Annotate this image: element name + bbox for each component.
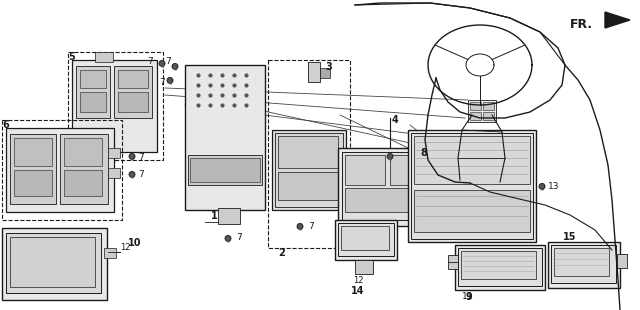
Bar — [114, 66, 152, 118]
Bar — [548, 242, 620, 288]
Polygon shape — [172, 64, 178, 69]
Polygon shape — [605, 12, 630, 28]
Bar — [617, 254, 627, 268]
Bar — [10, 134, 56, 204]
Bar — [2, 120, 122, 220]
Bar — [6, 128, 114, 212]
Bar — [60, 134, 108, 204]
Polygon shape — [387, 153, 393, 159]
Text: 5: 5 — [68, 52, 75, 62]
Bar — [483, 102, 494, 110]
Bar — [345, 188, 430, 212]
Bar — [118, 92, 148, 112]
Bar — [320, 68, 330, 78]
Bar — [414, 136, 530, 184]
Bar — [278, 136, 338, 168]
Bar — [64, 138, 102, 166]
Bar — [338, 223, 394, 256]
Bar — [185, 65, 265, 210]
Bar — [468, 100, 496, 122]
Bar — [448, 255, 458, 269]
Bar — [390, 155, 430, 185]
Bar — [470, 102, 481, 110]
Bar — [345, 155, 385, 185]
Polygon shape — [540, 184, 545, 189]
Bar — [14, 138, 52, 166]
Text: 1: 1 — [211, 211, 218, 221]
Text: 4: 4 — [392, 115, 399, 125]
Bar — [118, 70, 148, 88]
Bar — [80, 70, 106, 88]
Bar — [551, 245, 616, 283]
Bar — [411, 133, 533, 239]
Bar — [338, 148, 438, 226]
Bar — [342, 152, 434, 220]
Bar — [275, 133, 343, 207]
Bar — [72, 60, 157, 152]
Bar — [272, 130, 346, 210]
Bar — [108, 148, 120, 158]
Bar — [108, 168, 120, 178]
Text: 7: 7 — [138, 153, 144, 162]
Bar — [64, 170, 102, 196]
Bar — [455, 245, 545, 290]
Polygon shape — [225, 236, 231, 241]
Text: 7: 7 — [138, 170, 144, 179]
Text: 7: 7 — [236, 233, 242, 242]
Bar — [68, 52, 163, 160]
Text: 6: 6 — [2, 120, 9, 130]
Bar — [95, 52, 113, 62]
Bar — [308, 62, 320, 82]
Bar — [341, 226, 389, 250]
Text: 8: 8 — [420, 148, 427, 158]
Bar — [76, 66, 110, 118]
Text: 15: 15 — [563, 232, 577, 242]
Bar — [104, 248, 116, 258]
Bar — [268, 60, 350, 248]
Bar — [278, 172, 338, 200]
Text: 13: 13 — [548, 182, 559, 191]
Bar — [2, 228, 107, 300]
Text: 2: 2 — [278, 248, 285, 258]
Bar — [355, 260, 373, 274]
Bar — [218, 208, 240, 224]
Polygon shape — [129, 153, 135, 159]
Text: 7: 7 — [308, 222, 314, 231]
Text: 10: 10 — [128, 238, 141, 248]
Text: 11: 11 — [462, 292, 474, 301]
Text: 14: 14 — [351, 286, 365, 296]
Bar — [458, 248, 542, 286]
Polygon shape — [159, 60, 165, 66]
Polygon shape — [129, 172, 135, 177]
Bar — [10, 237, 95, 287]
Text: 12: 12 — [353, 276, 364, 285]
Bar — [483, 112, 494, 120]
Text: 7: 7 — [165, 57, 171, 66]
Text: FR.: FR. — [570, 18, 593, 31]
Bar — [188, 155, 262, 185]
Bar — [408, 130, 536, 242]
Bar — [470, 112, 481, 120]
Polygon shape — [297, 224, 303, 229]
Bar — [14, 170, 52, 196]
Text: 9: 9 — [465, 292, 472, 302]
Bar — [6, 233, 101, 293]
Bar — [335, 220, 397, 260]
Bar — [554, 248, 609, 276]
Text: 7: 7 — [147, 57, 153, 66]
Text: 7: 7 — [159, 78, 165, 87]
Text: 3: 3 — [325, 62, 332, 72]
Bar — [461, 251, 536, 279]
Bar — [414, 190, 530, 232]
Text: 12: 12 — [120, 243, 131, 253]
Bar — [80, 92, 106, 112]
Bar — [190, 158, 260, 182]
Polygon shape — [167, 78, 173, 83]
